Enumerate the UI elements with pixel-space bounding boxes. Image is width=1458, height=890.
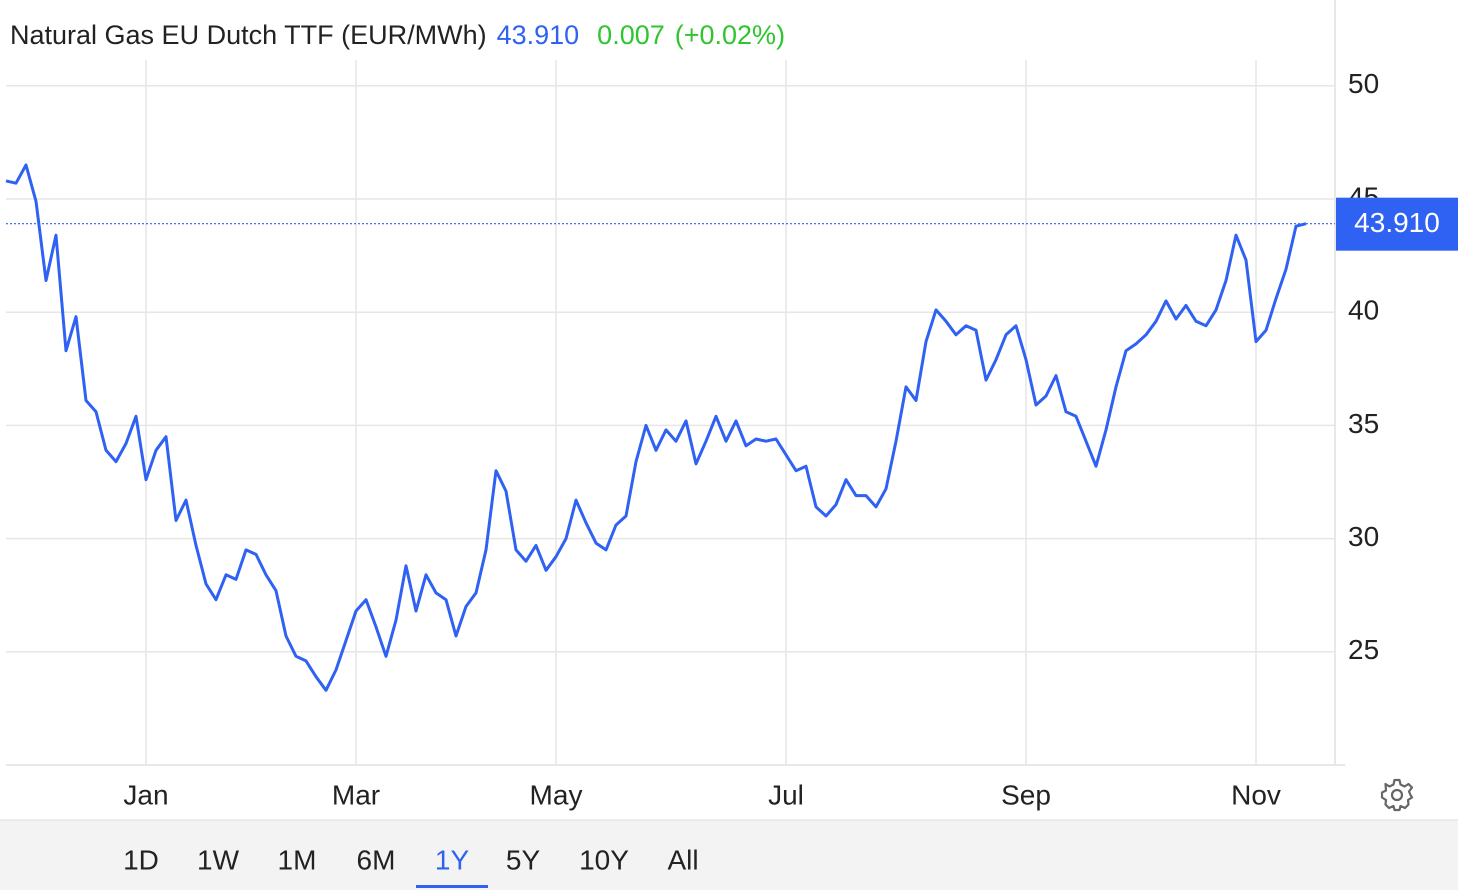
range-button[interactable]: 1Y bbox=[435, 844, 470, 875]
range-bar bbox=[0, 820, 1458, 890]
chart-header: Natural Gas EU Dutch TTF (EUR/MWh) 43.910… bbox=[10, 20, 785, 50]
y-tick-label: 35 bbox=[1348, 408, 1379, 439]
range-button[interactable]: 10Y bbox=[579, 844, 629, 875]
price-badge bbox=[1336, 197, 1458, 251]
y-tick-label: 40 bbox=[1348, 295, 1379, 326]
x-tick-label: Jul bbox=[768, 779, 804, 810]
range-button[interactable]: 5Y bbox=[506, 844, 541, 875]
range-button[interactable]: All bbox=[667, 844, 698, 875]
gear-hub bbox=[1390, 788, 1404, 802]
y-tick-label: 25 bbox=[1348, 634, 1379, 665]
x-tick-label: Nov bbox=[1231, 779, 1281, 810]
gear-outline bbox=[1380, 778, 1414, 812]
price-line bbox=[5, 163, 1307, 692]
chart-title: Natural Gas EU Dutch TTF (EUR/MWh) bbox=[10, 20, 487, 50]
range-button[interactable]: 1W bbox=[197, 844, 240, 875]
y-tick-label: 30 bbox=[1348, 521, 1379, 552]
header-price: 43.910 bbox=[497, 20, 580, 50]
settings-icon[interactable] bbox=[1380, 778, 1414, 812]
header-change-percent: (+0.02%) bbox=[675, 20, 785, 50]
x-tick-label: Jan bbox=[123, 779, 168, 810]
price-badge-label: 43.910 bbox=[1354, 207, 1440, 238]
x-tick-label: Mar bbox=[332, 779, 380, 810]
y-tick-label: 50 bbox=[1348, 68, 1379, 99]
header-change: 0.007 bbox=[597, 20, 665, 50]
range-button[interactable]: 6M bbox=[357, 844, 396, 875]
range-button[interactable]: 1M bbox=[278, 844, 317, 875]
range-button[interactable]: 1D bbox=[123, 844, 159, 875]
x-tick-label: Sep bbox=[1001, 779, 1051, 810]
active-range-underline bbox=[416, 885, 488, 888]
x-tick-label: May bbox=[530, 779, 583, 810]
